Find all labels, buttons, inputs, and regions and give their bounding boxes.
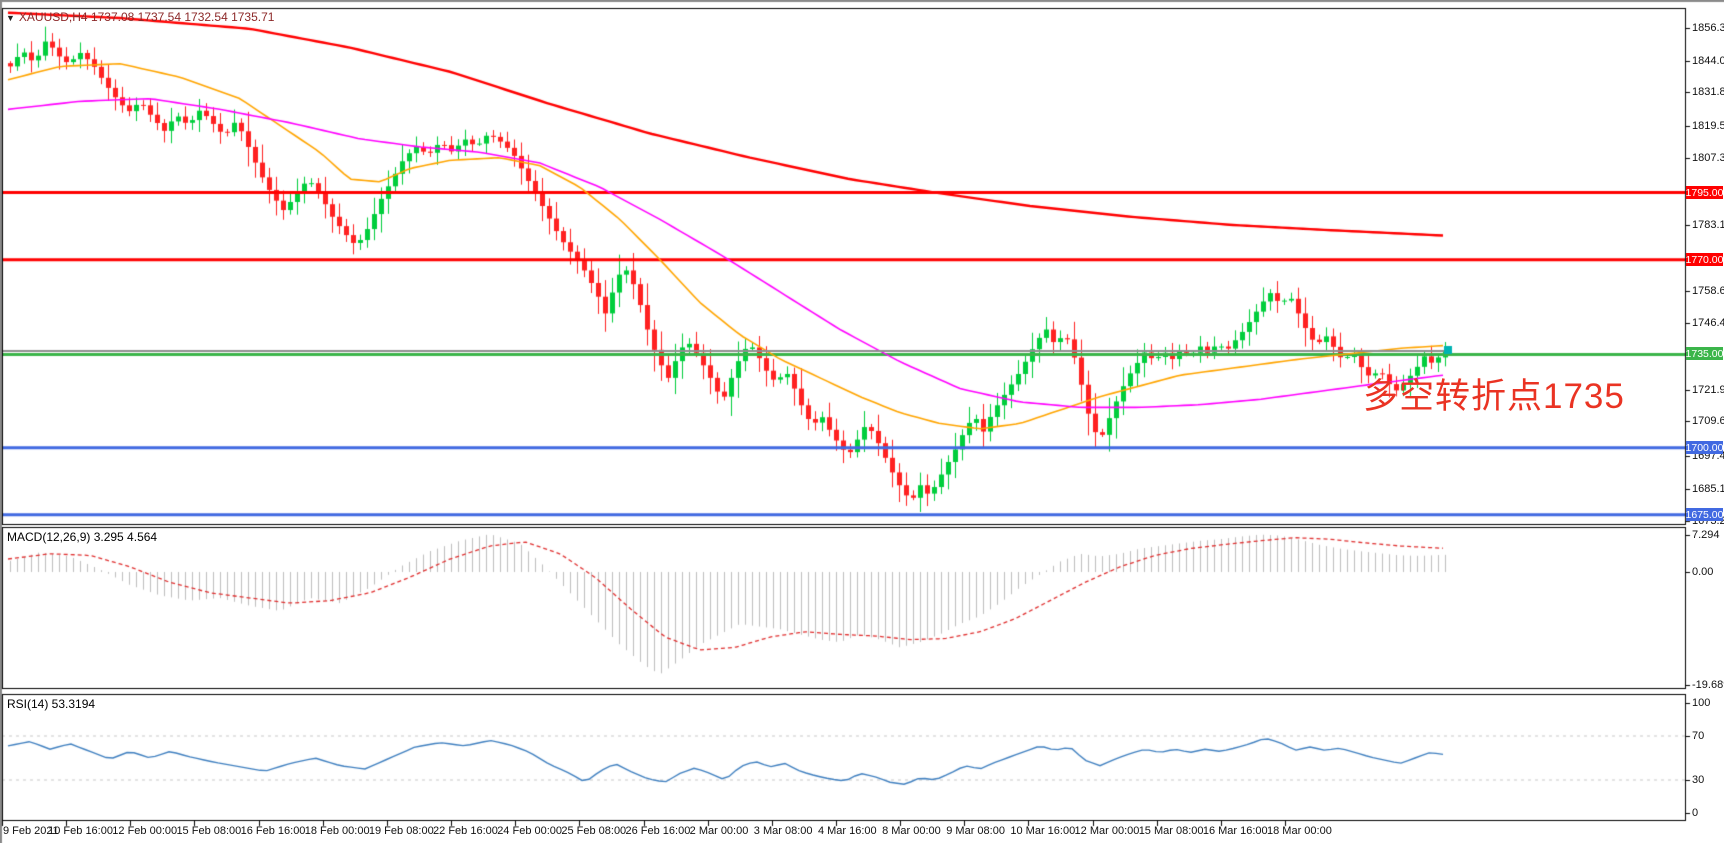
time-axis-label: 18 Mar 00:00 bbox=[1267, 825, 1332, 837]
time-axis-label: 22 Feb 16:00 bbox=[433, 825, 498, 837]
macd-axis-label: 7.294 bbox=[1692, 529, 1720, 541]
price-axis-label: 1831.80 bbox=[1692, 86, 1724, 98]
time-axis-label: 15 Mar 08:00 bbox=[1138, 825, 1204, 837]
time-axis-label: 16 Feb 16:00 bbox=[240, 825, 306, 837]
time-axis-label: 12 Mar 00:00 bbox=[1074, 825, 1140, 837]
price-axis-label: 1783.15 bbox=[1692, 219, 1724, 231]
time-axis-label: 24 Feb 00:00 bbox=[497, 825, 563, 837]
time-axis-label: 26 Feb 16:00 bbox=[625, 825, 691, 837]
macd-indicator-label: MACD(12,26,9) 3.295 4.564 bbox=[7, 530, 158, 544]
price-axis-label: 1685.15 bbox=[1692, 483, 1724, 495]
price-line-badge-1675.00: 1675.00 bbox=[1685, 508, 1724, 521]
time-axis-label: 9 Mar 08:00 bbox=[946, 825, 1005, 837]
price-axis-label: 1746.40 bbox=[1692, 317, 1724, 329]
time-axis-label: 15 Feb 08:00 bbox=[176, 825, 242, 837]
time-axis-label: 2 Mar 00:00 bbox=[689, 825, 749, 837]
rsi-indicator-label: RSI(14) 53.3194 bbox=[7, 697, 96, 711]
price-axis-label: 1844.05 bbox=[1692, 55, 1724, 67]
time-axis-label: 18 Feb 00:00 bbox=[304, 825, 370, 837]
price-line-badge-1700.00: 1700.00 bbox=[1685, 441, 1724, 454]
time-axis-label: 9 Feb 2021 bbox=[3, 825, 59, 837]
time-axis-label: 8 Mar 00:00 bbox=[882, 825, 941, 837]
rsi-axis-label: 100 bbox=[1692, 697, 1711, 709]
rsi-axis-label: 0 bbox=[1692, 807, 1699, 819]
time-axis-label: 3 Mar 08:00 bbox=[753, 825, 813, 837]
time-axis-label: 25 Feb 08:00 bbox=[561, 825, 627, 837]
price-line-badge-1770.00: 1770.00 bbox=[1685, 253, 1724, 266]
ohlc-quote-line: ▼ XAUUSD,H4 1737.08 1737.54 1732.54 1735.… bbox=[6, 10, 274, 24]
symbol-dropdown-icon[interactable]: ▼ bbox=[6, 13, 15, 23]
price-axis-label: 1807.30 bbox=[1692, 152, 1724, 164]
macd-axis-label: -19.689 bbox=[1692, 679, 1724, 691]
quote-text: XAUUSD,H4 1737.08 1737.54 1732.54 1735.7… bbox=[18, 10, 275, 24]
time-axis-label: 19 Feb 08:00 bbox=[368, 825, 434, 837]
time-axis-label: 4 Mar 16:00 bbox=[817, 825, 877, 837]
price-axis-label: 1819.55 bbox=[1692, 120, 1724, 132]
annotation-text-object[interactable]: 多空转折点1735 bbox=[1363, 377, 1625, 416]
time-axis-label: 10 Mar 16:00 bbox=[1010, 825, 1076, 837]
price-line-badge-1735.00: 1735.00 bbox=[1685, 347, 1724, 360]
price-axis-label: 1709.65 bbox=[1692, 415, 1724, 427]
macd-axis-label: 0.00 bbox=[1692, 566, 1714, 578]
time-axis-label: 16 Mar 16:00 bbox=[1202, 825, 1268, 837]
price-axis-label: 1721.90 bbox=[1692, 384, 1724, 396]
rsi-axis-label: 70 bbox=[1692, 730, 1705, 742]
time-axis-label: 12 Feb 00:00 bbox=[112, 825, 178, 837]
time-axis-label: 10 Feb 16:00 bbox=[48, 825, 113, 837]
price-axis-label: 1758.65 bbox=[1692, 285, 1724, 297]
price-axis-label: 1856.30 bbox=[1692, 22, 1724, 34]
price-line-badge-1795.00: 1795.00 bbox=[1685, 186, 1724, 199]
rsi-axis-label: 30 bbox=[1692, 774, 1705, 786]
